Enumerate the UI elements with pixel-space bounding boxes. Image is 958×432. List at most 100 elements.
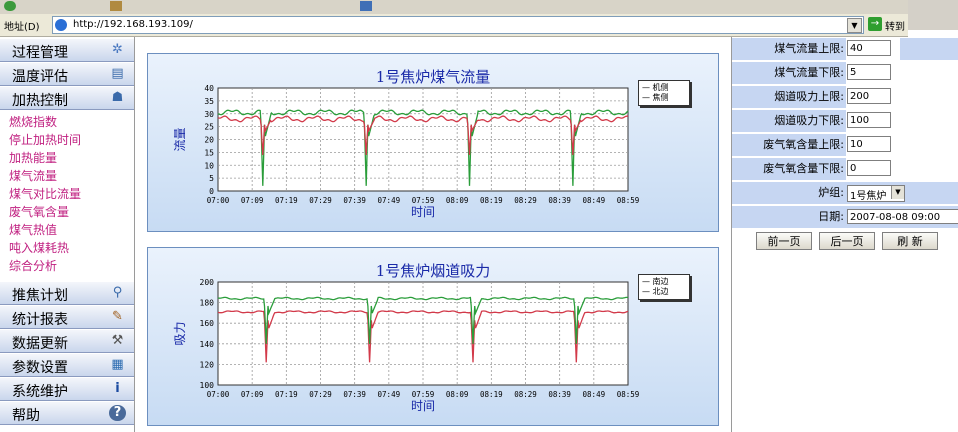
x-tick-label: 07:39 [343, 196, 366, 205]
suction-upper-input[interactable] [847, 88, 891, 104]
furnace-row: 炉组: 1号焦炉 ▼ [732, 182, 958, 204]
sidebar-item-gas-comparison-flow[interactable]: 煤气对比流量 [9, 187, 82, 201]
furnace-select[interactable]: 1号焦炉 ▼ [847, 185, 905, 202]
refresh-button[interactable]: 刷 新 [882, 232, 938, 250]
x-tick-label: 07:00 [207, 390, 230, 399]
go-arrow-icon[interactable]: → [868, 17, 882, 31]
param-fill [900, 38, 958, 60]
x-tick-label: 08:19 [480, 390, 503, 399]
y-tick-label: 120 [200, 360, 215, 369]
chevron-down-icon[interactable]: ▼ [891, 186, 904, 199]
param-label: 烟道吸力上限: [732, 86, 846, 108]
y-tick-label: 25 [204, 123, 214, 132]
address-input[interactable]: http://192.168.193.109/ ▼ [52, 16, 864, 34]
date-label: 日期: [818, 210, 844, 223]
parameter-panel: 煤气流量上限: 煤气流量下限: 烟道吸力上限: 烟道吸力下限: 废气氧含量上限:… [731, 37, 958, 432]
sidebar: 过程管理 ✲ 温度评估 ▤ 加热控制 ☗ 燃烧指数 停止加热时间 加热能量 煤气… [0, 37, 135, 432]
x-tick-label: 07:19 [275, 196, 298, 205]
x-tick-label: 07:09 [241, 196, 264, 205]
oxygen-lower-input[interactable] [847, 160, 891, 176]
x-axis-label: 时间 [411, 399, 435, 413]
menu-system-maintenance[interactable]: 系统维护 i [0, 378, 134, 401]
y-tick-label: 40 [204, 84, 214, 93]
series-line-1 [217, 310, 629, 363]
pen-icon: ✎ [112, 309, 123, 324]
legend-entry-south: — 南边 [642, 277, 669, 286]
furnace-label: 炉组: [818, 186, 844, 199]
sidebar-item-waste-gas-oxygen[interactable]: 废气氧含量 [9, 205, 70, 219]
sidebar-item-heating-energy[interactable]: 加热能量 [9, 151, 58, 165]
menu-label: 加热控制 [12, 93, 68, 109]
menu-process-management[interactable]: 过程管理 ✲ [0, 39, 134, 62]
ie-page-icon [55, 19, 67, 31]
address-label: 地址(D) [4, 22, 40, 33]
go-button[interactable]: 转到 [885, 22, 905, 33]
x-tick-label: 08:59 [617, 196, 640, 205]
sidebar-item-comprehensive-analysis[interactable]: 综合分析 [9, 259, 58, 273]
x-tick-label: 07:39 [343, 390, 366, 399]
menu-data-update[interactable]: 数据更新 ⚒ [0, 330, 134, 353]
x-tick-label: 07:59 [412, 390, 435, 399]
person-icon: ☗ [111, 90, 124, 105]
history-icon[interactable] [360, 1, 372, 11]
menu-label: 过程管理 [12, 45, 68, 61]
menu-coking-plan[interactable]: 推焦计划 ⚲ [0, 282, 134, 305]
x-tick-label: 07:49 [378, 196, 401, 205]
menu-label: 数据更新 [12, 336, 68, 352]
browser-toolbar [0, 0, 958, 14]
x-tick-label: 08:49 [583, 196, 606, 205]
x-tick-label: 08:39 [548, 390, 571, 399]
furnace-selected-value: 1号焦炉 [850, 191, 887, 202]
x-tick-label: 08:19 [480, 196, 503, 205]
next-page-button[interactable]: 后一页 [819, 232, 875, 250]
address-url[interactable]: http://192.168.193.109/ [73, 19, 193, 30]
series-line-2 [217, 115, 629, 156]
y-tick-label: 15 [204, 148, 214, 157]
menu-label: 帮助 [12, 408, 40, 424]
help-icon: ? [109, 405, 126, 421]
x-tick-label: 07:19 [275, 390, 298, 399]
menu-label: 系统维护 [12, 384, 68, 400]
x-tick-label: 08:29 [514, 196, 537, 205]
date-row: 日期: 2007-08-08 09:00 [732, 206, 958, 228]
legend-label: 焦侧 [652, 93, 669, 102]
address-dropdown-button[interactable]: ▼ [847, 18, 862, 33]
param-label: 煤气流量上限: [732, 38, 846, 60]
y-tick-label: 10 [204, 161, 214, 170]
menu-parameter-settings[interactable]: 参数设置 ▦ [0, 354, 134, 377]
tools-icon: ⚒ [111, 333, 124, 348]
sidebar-item-gas-flow[interactable]: 煤气流量 [9, 169, 58, 183]
sidebar-item-combustion-index[interactable]: 燃烧指数 [9, 115, 58, 129]
chart-legend: — 南边 — 北边 [638, 274, 690, 300]
param-row-oxygen-upper: 废气氧含量上限: [732, 134, 958, 157]
chart-title: 1号焦炉煤气流量 [375, 68, 491, 86]
x-tick-label: 07:49 [378, 390, 401, 399]
address-bar: 地址(D) http://192.168.193.109/ ▼ → 转到 [0, 14, 908, 37]
info-icon: i [115, 381, 120, 396]
suction-lower-input[interactable] [847, 112, 891, 128]
gas-flow-lower-input[interactable] [847, 64, 891, 80]
prev-page-button[interactable]: 前一页 [756, 232, 812, 250]
menu-temperature-evaluation[interactable]: 温度评估 ▤ [0, 63, 134, 86]
menu-help[interactable]: 帮助 ? [0, 402, 134, 425]
y-tick-label: 0 [209, 187, 214, 196]
sidebar-item-coal-heat-consumption[interactable]: 吨入煤耗热 [9, 241, 70, 255]
y-tick-label: 35 [204, 97, 214, 106]
sidebar-item-stop-heating-time[interactable]: 停止加热时间 [9, 133, 82, 147]
home-icon[interactable] [110, 1, 122, 11]
date-input[interactable]: 2007-08-08 09:00 [847, 209, 958, 224]
param-row-oxygen-lower: 废气氧含量下限: [732, 158, 958, 181]
window-panel [908, 0, 958, 30]
param-row-suction-lower: 烟道吸力下限: [732, 110, 958, 133]
param-label: 煤气流量下限: [732, 62, 846, 84]
oxygen-upper-input[interactable] [847, 136, 891, 152]
menu-statistics-report[interactable]: 统计报表 ✎ [0, 306, 134, 329]
menu-heating-control[interactable]: 加热控制 ☗ [0, 87, 134, 110]
x-tick-label: 08:29 [514, 390, 537, 399]
param-label: 烟道吸力下限: [732, 110, 846, 132]
back-icon[interactable] [4, 1, 16, 11]
gas-flow-upper-input[interactable] [847, 40, 891, 56]
sidebar-item-gas-heat-value[interactable]: 煤气热值 [9, 223, 58, 237]
y-tick-label: 160 [200, 319, 215, 328]
y-axis-label: 流量 [173, 127, 187, 151]
